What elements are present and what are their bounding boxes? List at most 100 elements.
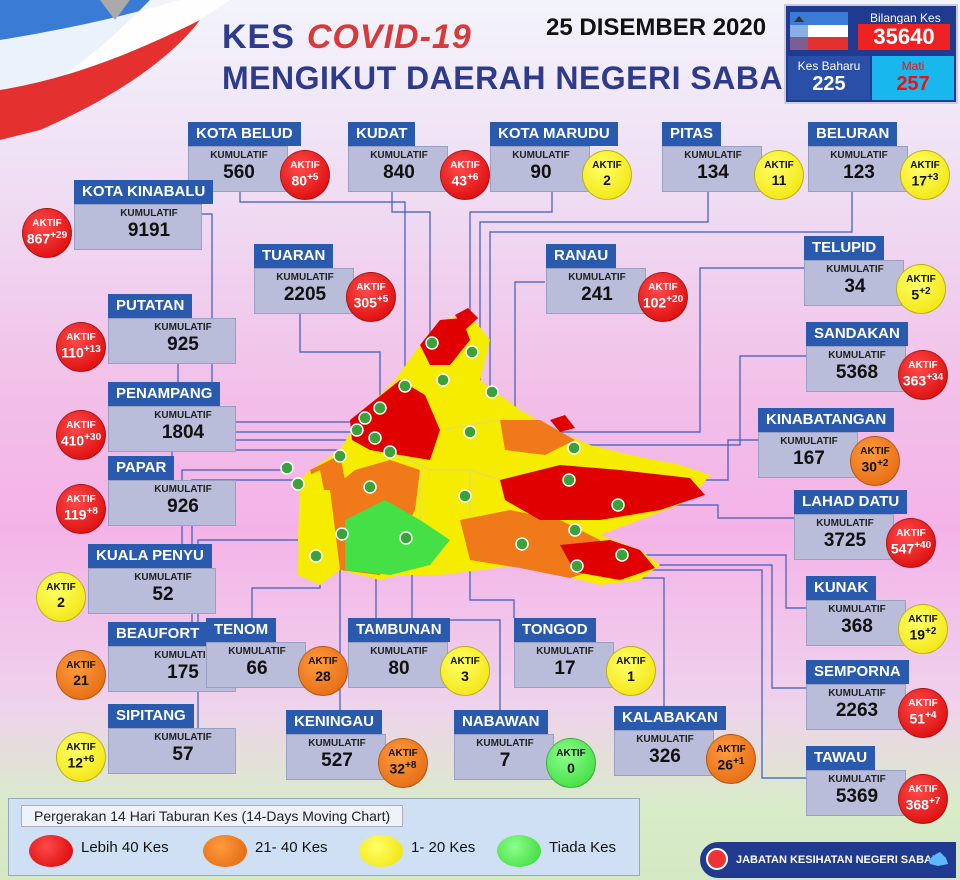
new-cases-delta: +4 xyxy=(925,710,937,721)
new-cases-delta: +20 xyxy=(666,294,684,305)
district-stats-box: KUMULATIF 840 xyxy=(348,146,448,192)
cumulative-value: 241 xyxy=(581,284,613,305)
district-name: KALABAKAN xyxy=(614,706,726,730)
district-stats-box: KUMULATIF 57 xyxy=(108,728,236,774)
cumulative-label: KUMULATIF xyxy=(154,410,212,421)
district-stats-box: KUMULATIF 527 xyxy=(286,734,386,780)
cumulative-label: KUMULATIF xyxy=(828,604,886,615)
active-label: AKTIF xyxy=(356,282,386,293)
district-name: KOTA KINABALU xyxy=(74,180,214,204)
active-value: 32+8 xyxy=(389,760,417,777)
active-label: AKTIF xyxy=(908,360,938,371)
active-label: AKTIF xyxy=(66,742,96,753)
district-stats-box: KUMULATIF 3725 xyxy=(794,514,894,560)
active-label: AKTIF xyxy=(896,528,926,539)
cumulative-label: KUMULATIF xyxy=(512,150,570,161)
cumulative-value: 326 xyxy=(649,746,681,767)
legend-green-label: Tiada Kes xyxy=(549,839,616,856)
district-stats-box: KUMULATIF 1804 xyxy=(108,406,236,452)
active-label: AKTIF xyxy=(66,332,96,343)
active-label: AKTIF xyxy=(592,160,622,171)
new-cases-delta: +8 xyxy=(405,760,417,771)
active-value: 1 xyxy=(627,668,635,684)
cumulative-value: 52 xyxy=(152,584,174,605)
district-name: PUTATAN xyxy=(108,294,193,318)
district-name: BELURAN xyxy=(808,122,898,146)
new-cases-delta: +5 xyxy=(376,294,389,305)
district-stats-box: KUMULATIF 34 xyxy=(804,260,904,306)
district-name: SIPITANG xyxy=(108,704,194,728)
active-cases-badge: AKTIF 19+2 xyxy=(898,604,948,654)
page-title: KES COVID-19 xyxy=(222,18,472,56)
district-stats-box: KUMULATIF 123 xyxy=(808,146,908,192)
new-cases-box: Kes Baharu 225 xyxy=(788,56,870,100)
active-cases-badge: AKTIF 21 xyxy=(56,650,106,700)
active-label: AKTIF xyxy=(716,744,746,755)
new-cases-delta: +6 xyxy=(467,172,479,183)
cumulative-label: KUMULATIF xyxy=(210,150,268,161)
active-value: 867+29 xyxy=(26,230,68,247)
report-date: 25 DISEMBER 2020 xyxy=(546,14,767,41)
new-cases-delta: +7 xyxy=(928,796,941,807)
cumulative-value: 34 xyxy=(844,276,866,297)
district-stats-box: KUMULATIF 7 xyxy=(454,734,554,780)
active-value: 410+30 xyxy=(60,432,102,449)
cumulative-label: KUMULATIF xyxy=(370,646,428,657)
legend: Pergerakan 14 Hari Taburan Kes (14-Days … xyxy=(8,798,640,876)
cumulative-value: 3725 xyxy=(823,530,867,551)
new-cases-delta: +13 xyxy=(83,344,101,355)
active-value: 110+13 xyxy=(61,344,101,361)
district-stats-box: KUMULATIF 368 xyxy=(806,600,906,646)
district-stats-box: KUMULATIF 52 xyxy=(88,568,216,614)
district-stats-box: KUMULATIF 134 xyxy=(662,146,762,192)
cumulative-value: 1804 xyxy=(161,422,205,443)
active-value: 363+34 xyxy=(902,372,944,389)
legend-orange-swatch xyxy=(203,835,247,867)
active-cases-badge: AKTIF 11 xyxy=(754,150,804,200)
cumulative-label: KUMULATIF xyxy=(154,650,212,661)
cumulative-label: KUMULATIF xyxy=(780,436,838,447)
district-name: RANAU xyxy=(546,244,617,268)
new-cases-delta: +29 xyxy=(50,230,68,241)
new-cases-delta: +2 xyxy=(925,626,937,637)
cumulative-value: 926 xyxy=(167,496,199,517)
cumulative-value: 527 xyxy=(321,750,353,771)
active-cases-badge: AKTIF 30+2 xyxy=(850,436,900,486)
cumulative-label: KUMULATIF xyxy=(568,272,626,283)
district-stats-box: KUMULATIF 80 xyxy=(348,642,448,688)
agency-name: JABATAN KESIHATAN NEGERI SABAH xyxy=(736,854,940,866)
active-label: AKTIF xyxy=(906,274,936,285)
district-stats-box: KUMULATIF 926 xyxy=(108,480,236,526)
legend-yellow-label: 1- 20 Kes xyxy=(411,839,476,856)
active-value: 5+2 xyxy=(911,286,931,303)
cumulative-value: 17 xyxy=(554,658,576,679)
active-value: 26+1 xyxy=(717,756,745,773)
cumulative-value: 167 xyxy=(793,448,825,469)
cumulative-value: 925 xyxy=(167,334,199,355)
active-cases-badge: AKTIF 363+34 xyxy=(898,350,948,400)
active-label: AKTIF xyxy=(910,160,940,171)
active-cases-badge: AKTIF 1 xyxy=(606,646,656,696)
sabah-map-logo-icon xyxy=(928,852,948,866)
district-name: TENOM xyxy=(206,618,277,642)
legend-yellow-swatch xyxy=(359,835,403,867)
new-cases-delta: +1 xyxy=(733,756,745,767)
active-value: 305+5 xyxy=(353,294,389,311)
total-stats-panel: Bilangan Kes 35640 Kes Baharu 225 Mati 2… xyxy=(784,4,958,104)
active-label: AKTIF xyxy=(46,582,76,593)
active-label: AKTIF xyxy=(648,282,678,293)
district-stats-box: KUMULATIF 9191 xyxy=(74,204,202,250)
cumulative-label: KUMULATIF xyxy=(536,646,594,657)
cumulative-label: KUMULATIF xyxy=(276,272,334,283)
active-cases-badge: AKTIF 547+40 xyxy=(886,518,936,568)
cumulative-label: KUMULATIF xyxy=(154,484,212,495)
district-name: NABAWAN xyxy=(454,710,548,734)
active-value: 119+8 xyxy=(64,506,98,523)
legend-red-swatch xyxy=(29,835,73,867)
cumulative-value: 57 xyxy=(172,744,194,765)
new-cases-delta: +34 xyxy=(926,372,944,383)
cumulative-value: 5369 xyxy=(835,786,879,807)
active-value: 3 xyxy=(461,668,469,684)
district-name: TAWAU xyxy=(806,746,876,770)
health-dept-logo-icon xyxy=(706,848,728,870)
